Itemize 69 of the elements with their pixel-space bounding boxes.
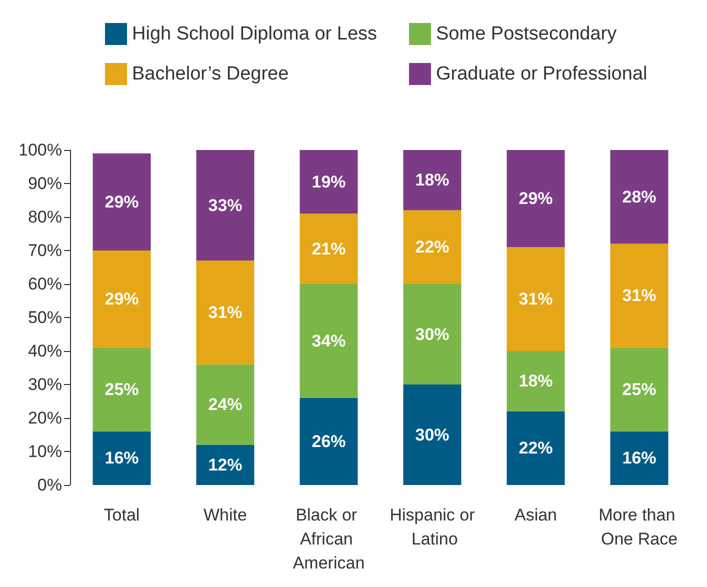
bar <box>300 284 358 398</box>
bar <box>196 444 254 485</box>
bar <box>92 348 151 432</box>
bar <box>506 247 565 351</box>
bar <box>92 153 151 250</box>
y-tick-label: 70% <box>28 241 62 260</box>
data-label: 33% <box>208 196 242 215</box>
data-label: 26% <box>312 432 346 451</box>
y-tick-label: 40% <box>28 342 62 360</box>
x-tick-label: Black or African American <box>292 506 365 572</box>
data-label: 31% <box>622 286 656 306</box>
data-label: 29% <box>518 189 553 208</box>
x-tick-label: More than One Race <box>598 506 680 548</box>
y-tick-label: 30% <box>28 375 62 394</box>
y-tick-label: 80% <box>28 208 62 226</box>
legend-label: Bachelor’s Degree <box>132 64 289 84</box>
bar <box>300 150 358 214</box>
data-label: 18% <box>518 372 553 391</box>
data-label: 28% <box>622 187 656 206</box>
y-tick-label: 100% <box>18 140 62 160</box>
bar <box>506 411 565 485</box>
data-label: 34% <box>312 331 346 350</box>
data-label: 29% <box>104 192 139 212</box>
bar <box>610 244 668 348</box>
bar <box>92 250 151 348</box>
bar <box>300 398 358 485</box>
data-label: 16% <box>104 448 139 468</box>
legend-label: High School Diploma or Less <box>132 24 378 44</box>
data-label: 18% <box>415 170 450 190</box>
data-label: 22% <box>518 438 553 458</box>
y-tick-label: 0% <box>37 476 62 494</box>
data-label: 16% <box>622 448 656 468</box>
x-tick-label: Asian <box>514 506 558 524</box>
data-label: 25% <box>622 380 656 400</box>
bar <box>610 431 668 485</box>
legend-label: Graduate or Professional <box>436 64 648 84</box>
x-tick-label: Hispanic or Latino <box>390 506 476 548</box>
bar <box>196 260 254 364</box>
bar <box>300 214 358 284</box>
bar <box>506 150 565 248</box>
y-tick-label: 60% <box>28 274 62 294</box>
y-tick-label: 10% <box>28 442 62 461</box>
data-label: 25% <box>104 380 139 400</box>
data-label: 24% <box>208 395 242 414</box>
data-label: 30% <box>415 425 450 444</box>
bar <box>610 348 668 432</box>
bar <box>403 150 462 210</box>
legend-label: Some Postsecondary <box>436 24 618 44</box>
bar <box>92 431 151 485</box>
bar <box>403 210 462 284</box>
data-label: 31% <box>208 302 242 322</box>
bar <box>196 364 254 445</box>
bar <box>506 351 565 412</box>
data-label: 22% <box>415 238 450 257</box>
data-label: 29% <box>104 290 139 309</box>
y-tick-label: 50% <box>28 308 62 327</box>
data-label: 30% <box>415 324 450 344</box>
data-label: 12% <box>208 455 242 474</box>
y-tick-label: 20% <box>28 408 62 428</box>
x-tick-label: Total <box>104 506 140 524</box>
data-label: 21% <box>312 239 346 258</box>
bar <box>610 150 668 244</box>
x-tick-label: White <box>204 506 247 524</box>
data-label: 19% <box>312 172 346 192</box>
bar <box>403 284 462 384</box>
bar <box>196 150 254 261</box>
bar <box>403 384 462 485</box>
y-tick-label: 90% <box>28 174 62 193</box>
data-label: 31% <box>518 290 553 309</box>
